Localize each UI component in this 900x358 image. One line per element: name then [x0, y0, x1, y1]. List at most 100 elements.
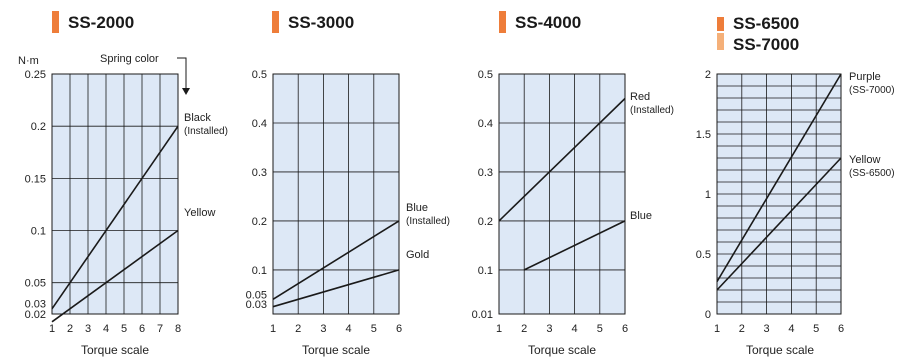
x-tick-labels: 1 2 3 4 5 6: [270, 323, 402, 335]
x-tick-label: 2: [67, 323, 73, 335]
series-label-yellow: Yellow: [849, 154, 880, 166]
y-tick-label: 0.3: [478, 167, 493, 179]
series-group: [51, 125, 179, 323]
y-tick-label: 1.5: [696, 129, 711, 141]
x-tick-label: 4: [788, 323, 794, 335]
x-tick-label: 4: [346, 323, 352, 335]
y-tick-label: 0.5: [696, 249, 711, 261]
plot-frame: [716, 73, 842, 315]
x-tick-label: 4: [572, 323, 578, 335]
series-line-blue: [272, 220, 400, 300]
x-axis-label: Torque scale: [302, 343, 370, 357]
x-tick-label: 7: [157, 323, 163, 335]
series-label-gold: Gold: [406, 249, 429, 261]
x-tick-label: 2: [295, 323, 301, 335]
spring-color-note: Spring color: [100, 53, 159, 65]
series-note-yellow: (SS-6500): [849, 168, 895, 179]
title-marker-2: [717, 33, 724, 50]
series-line-blue: [523, 220, 626, 271]
y-tick-labels: 0.020.03 0.05 0.1 0.15 0.2 0.25: [25, 69, 46, 321]
unit-label: N·m: [18, 55, 39, 67]
y-tick-label: 0.1: [252, 265, 267, 277]
x-tick-label: 6: [396, 323, 402, 335]
title-marker: [717, 17, 724, 31]
chart-ss-4000: SS-4000 0.01 0.1 0.2 0.3 0.4 0.5 1 2 3 4 5 6 Torqu…: [472, 11, 674, 357]
grid: [52, 74, 178, 314]
y-tick-label: 0.05: [25, 278, 46, 290]
y-tick-label: 0.03: [246, 299, 267, 311]
series-line-purple: [716, 73, 842, 283]
x-tick-label: 6: [139, 323, 145, 335]
series-label-blue: Blue: [630, 210, 652, 222]
y-tick-label: 0.2: [31, 121, 46, 133]
y-tick-label: 0.4: [252, 118, 267, 130]
series-label-red: Red: [630, 91, 650, 103]
grid: [499, 74, 625, 314]
series-line-yellow: [716, 157, 842, 291]
x-tick-label: 5: [371, 323, 377, 335]
x-tick-label: 8: [175, 323, 181, 335]
y-tick-label: 0: [705, 309, 711, 321]
plot-frame: [51, 73, 179, 315]
y-tick-label: 0.1: [478, 265, 493, 277]
y-tick-label: 0.02: [25, 309, 46, 321]
y-tick-label: 0.01: [472, 309, 493, 321]
series-label-purple: Purple: [849, 71, 881, 83]
x-tick-label: 5: [597, 323, 603, 335]
plot-frame: [498, 73, 626, 315]
y-tick-label: 0.05: [246, 289, 267, 301]
y-tick-label: 0.4: [478, 118, 493, 130]
series-label-yellow: Yellow: [184, 207, 215, 219]
arrow-head-icon: [182, 88, 190, 95]
title-marker: [499, 11, 506, 33]
x-tick-labels: 1 2 3 4 5 6: [714, 323, 844, 335]
series-note-red: (Installed): [630, 105, 674, 116]
plot-area: [499, 74, 625, 314]
series-line-yellow: [51, 229, 179, 323]
x-tick-label: 3: [764, 323, 770, 335]
x-tick-label: 3: [85, 323, 91, 335]
x-tick-label: 3: [320, 323, 326, 335]
y-tick-label: 0.2: [252, 216, 267, 228]
y-tick-label: 0.03: [25, 299, 46, 311]
series-group: [272, 220, 400, 308]
x-tick-label: 5: [121, 323, 127, 335]
x-tick-label: 1: [49, 323, 55, 335]
x-tick-label: 6: [838, 323, 844, 335]
plot-area: [52, 74, 178, 314]
x-tick-labels: 1 2 3 4 5 6: [496, 323, 628, 335]
x-tick-label: 4: [103, 323, 109, 335]
y-tick-label: 0.1: [31, 226, 46, 238]
note-arrow-line: [177, 57, 187, 90]
chart-title-2: SS-7000: [733, 35, 799, 54]
y-tick-label: 0.15: [25, 173, 46, 185]
series-line-black: [51, 125, 179, 310]
chart-ss-2000: SS-2000 N·m Spring color 0.020.03 0.05 0.1…: [18, 11, 228, 357]
series-note-black: (Installed): [184, 126, 228, 137]
series-note-purple: (SS-7000): [849, 85, 895, 96]
y-tick-labels: 0.030.05 0.1 0.2 0.3 0.4 0.5: [246, 69, 267, 311]
title-marker: [272, 11, 279, 33]
x-tick-label: 1: [714, 323, 720, 335]
y-tick-label: 0.3: [252, 167, 267, 179]
chart-title: SS-4000: [515, 13, 581, 32]
title-marker: [52, 11, 59, 33]
y-tick-label: 1: [705, 189, 711, 201]
x-tick-label: 2: [521, 323, 527, 335]
x-tick-label: 1: [496, 323, 502, 335]
x-tick-label: 3: [546, 323, 552, 335]
y-tick-label: 0.5: [252, 69, 267, 81]
y-tick-label: 2: [705, 69, 711, 81]
series-note-blue: (Installed): [406, 216, 450, 227]
y-tick-label: 0.5: [478, 69, 493, 81]
plot-frame: [272, 73, 400, 315]
x-axis-label: Torque scale: [81, 343, 149, 357]
chart-title: SS-2000: [68, 13, 134, 32]
y-tick-labels: 0 0.5 1 1.5 2: [696, 69, 711, 321]
x-tick-label: 1: [270, 323, 276, 335]
grid: [273, 74, 399, 314]
grid: [717, 74, 841, 314]
x-axis-label: Torque scale: [528, 343, 596, 357]
series-group: [498, 97, 626, 271]
